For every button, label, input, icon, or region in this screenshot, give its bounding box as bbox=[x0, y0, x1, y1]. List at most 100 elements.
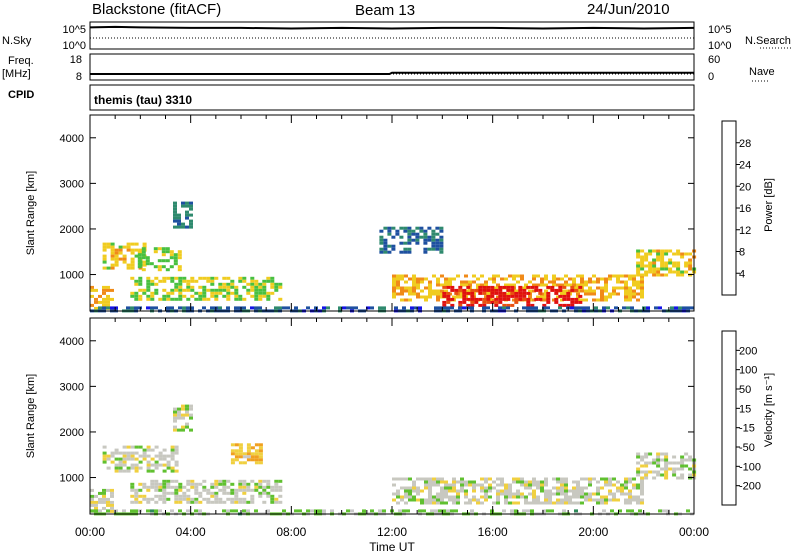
scatter-cell bbox=[274, 285, 279, 289]
scatter-cell bbox=[448, 280, 452, 284]
scatter-cell bbox=[150, 463, 155, 467]
colorbar-tick-label: -200 bbox=[739, 481, 761, 493]
scatter-cell bbox=[230, 443, 235, 447]
scatter-cell bbox=[514, 291, 519, 295]
scatter-cell bbox=[146, 306, 150, 310]
scatter-cell bbox=[576, 292, 580, 296]
scatter-cell bbox=[234, 443, 239, 447]
scatter-cell bbox=[446, 294, 451, 298]
scatter-cell bbox=[182, 485, 187, 489]
scatter-cell bbox=[498, 288, 503, 292]
scatter-cell bbox=[494, 297, 499, 301]
scatter-cell bbox=[498, 294, 503, 298]
scatter-cell bbox=[636, 486, 640, 490]
scatter-cell bbox=[326, 306, 330, 310]
scatter-cell bbox=[186, 279, 191, 283]
scatter-cell bbox=[130, 500, 135, 504]
scatter-cell bbox=[242, 276, 247, 280]
scatter-cell bbox=[194, 297, 199, 301]
scatter-cell bbox=[474, 297, 479, 301]
scatter-cell bbox=[118, 251, 123, 255]
scatter-cell bbox=[632, 274, 636, 278]
scatter-cell bbox=[482, 303, 487, 307]
scatter-cell bbox=[162, 276, 167, 280]
scatter-cell bbox=[640, 464, 645, 468]
scatter-cell bbox=[130, 445, 135, 449]
scatter-cell bbox=[632, 495, 636, 499]
scatter-cell bbox=[460, 489, 464, 493]
scatter-cell bbox=[122, 454, 127, 458]
scatter-cell bbox=[122, 254, 127, 258]
scatter-cell bbox=[170, 448, 175, 452]
scatter-cell bbox=[640, 498, 644, 502]
scatter-cell bbox=[452, 486, 456, 490]
scatter-cell bbox=[258, 449, 263, 453]
scatter-cell bbox=[656, 258, 661, 262]
scatter-cell bbox=[604, 289, 608, 293]
scatter-cell bbox=[106, 285, 110, 289]
scatter-cell bbox=[612, 492, 616, 496]
scatter-cell bbox=[636, 483, 640, 487]
scatter-cell bbox=[146, 279, 151, 283]
scatter-cell bbox=[580, 298, 584, 302]
scatter-cell bbox=[258, 443, 263, 447]
scatter-cell bbox=[170, 457, 175, 461]
scatter-cell bbox=[142, 494, 147, 498]
scatter-cell bbox=[636, 249, 641, 253]
scatter-cell bbox=[238, 297, 243, 301]
scatter-cell bbox=[558, 306, 562, 310]
scatter-cell bbox=[676, 270, 681, 274]
colorbar-tick-label: 100 bbox=[739, 365, 757, 377]
scatter-cell bbox=[472, 480, 476, 484]
scatter-cell bbox=[102, 257, 107, 261]
scatter-cell bbox=[134, 306, 138, 310]
scatter-cell bbox=[576, 492, 580, 496]
scatter-cell bbox=[181, 413, 185, 417]
scatter-cell bbox=[186, 297, 191, 301]
scatter-cell bbox=[166, 454, 171, 458]
scatter-cell bbox=[189, 413, 193, 417]
scatter-cell bbox=[238, 500, 243, 504]
scatter-cell bbox=[480, 489, 484, 493]
scatter-cell bbox=[486, 297, 491, 301]
scatter-cell bbox=[106, 488, 110, 492]
scatter-cell bbox=[214, 497, 219, 501]
scatter-cell bbox=[161, 265, 166, 269]
scatter-cell bbox=[490, 294, 495, 298]
scatter-cell bbox=[194, 509, 198, 513]
scatter-cell bbox=[560, 486, 564, 490]
scatter-cell bbox=[428, 498, 432, 502]
scatter-cell bbox=[392, 498, 396, 502]
scatter-cell bbox=[173, 416, 177, 420]
scatter-cell bbox=[458, 288, 463, 292]
scatter-cell bbox=[676, 467, 681, 471]
scatter-cell bbox=[439, 250, 444, 254]
time-tick-label: 16:00 bbox=[478, 525, 508, 539]
scatter-cell bbox=[508, 486, 512, 490]
scatter-cell bbox=[258, 446, 263, 450]
scatter-cell bbox=[130, 494, 135, 498]
scatter-cell bbox=[578, 285, 583, 289]
scatter-cell bbox=[165, 259, 170, 263]
scatter-cell bbox=[258, 461, 263, 465]
scatter-cell bbox=[600, 289, 604, 293]
scatter-cell bbox=[468, 483, 472, 487]
scatter-cell bbox=[408, 477, 412, 481]
scatter-cell bbox=[442, 509, 446, 513]
scatter-cell bbox=[516, 495, 520, 499]
scatter-cell bbox=[668, 467, 673, 471]
freq-panel-frame bbox=[89, 53, 695, 81]
scatter-cell bbox=[238, 446, 243, 450]
scatter-cell bbox=[652, 458, 657, 462]
scatter-cell bbox=[178, 285, 183, 289]
scatter-cell bbox=[202, 285, 207, 289]
scatter-cell bbox=[141, 247, 146, 251]
scatter-cell bbox=[558, 303, 563, 307]
scatter-cell bbox=[482, 291, 487, 295]
scatter-cell bbox=[648, 270, 653, 274]
scatter-cell bbox=[234, 458, 239, 462]
scatter-cell bbox=[399, 241, 404, 245]
scatter-cell bbox=[418, 306, 422, 310]
scatter-cell bbox=[130, 454, 135, 458]
